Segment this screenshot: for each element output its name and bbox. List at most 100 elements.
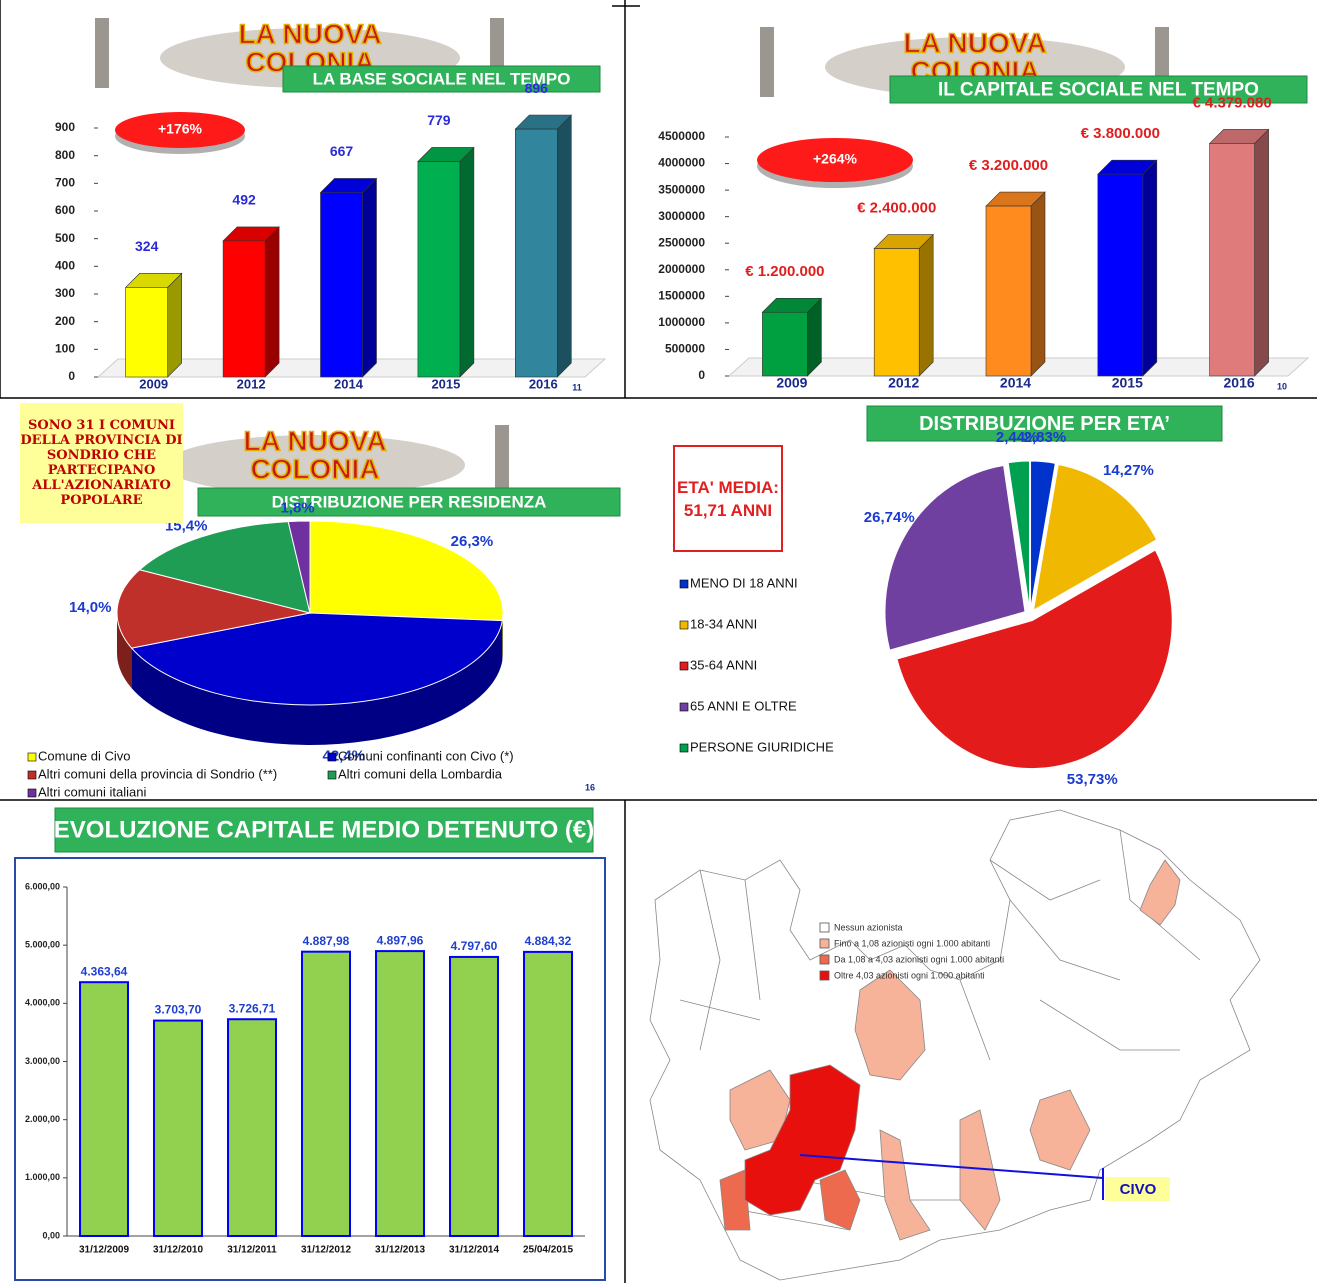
legend-label: 65 ANNI E OLTRE (690, 698, 797, 713)
x-tick-label: 2012 (888, 375, 919, 391)
page-number: 16 (585, 782, 595, 792)
bar (80, 982, 128, 1236)
x-tick-label: 25/04/2015 (523, 1245, 573, 1256)
bar (126, 287, 168, 377)
badge-text: +264% (813, 151, 858, 167)
value-label: € 4.379.080 (1192, 94, 1271, 111)
value-label: € 3.800.000 (1081, 125, 1160, 142)
y-tick-label: 0,00 (42, 1230, 60, 1240)
x-tick-label: 2009 (776, 375, 807, 391)
bar (762, 312, 807, 376)
bar (228, 1019, 276, 1236)
y-tick-label: 2.000,00 (25, 1114, 60, 1124)
badge-text: +176% (158, 121, 203, 137)
y-tick-label: 4000000 (658, 156, 705, 170)
map: CIVO (650, 810, 1260, 1280)
y-tick-label: 700 (55, 176, 75, 190)
y-tick-label: 3500000 (658, 182, 705, 196)
bar (376, 951, 424, 1236)
x-tick-label: 31/12/2011 (227, 1245, 277, 1256)
y-tick-label: 1000000 (658, 315, 705, 329)
chart-title: EVOLUZIONE CAPITALE MEDIO DETENUTO (€) (54, 816, 594, 843)
bar (450, 957, 498, 1236)
legend-swatch (28, 753, 36, 761)
value-label: 4.887,98 (303, 934, 350, 948)
canvas: CIVO LA NUOVACOLONIALA BASE SOCIALE NEL … (0, 0, 1317, 1283)
value-label: € 1.200.000 (745, 263, 824, 280)
page-number: 10 (1277, 381, 1287, 391)
bar (154, 1021, 202, 1236)
map-legend-swatch (820, 939, 829, 948)
x-tick-label: 31/12/2009 (79, 1245, 129, 1256)
y-tick-label: 300 (55, 286, 75, 300)
bar (874, 249, 919, 376)
logo-pillar (495, 425, 509, 495)
map-legend-label: Oltre 4,03 azionisti ogni 1.000 abitanti (834, 970, 985, 980)
x-tick-label: 31/12/2013 (375, 1245, 425, 1256)
legend-label: Altri comuni della provincia di Sondrio … (38, 766, 277, 781)
value-label: 4.797,60 (451, 939, 498, 953)
legend-swatch (680, 662, 688, 670)
y-tick-label: 4500000 (658, 129, 705, 143)
legend-swatch (28, 789, 36, 797)
y-tick-label: 5.000,00 (25, 940, 60, 950)
logo-text: COLONIA (250, 453, 379, 484)
value-label: 492 (232, 192, 256, 208)
bar (1210, 143, 1255, 376)
y-tick-label: 800 (55, 148, 75, 162)
y-tick-label: 0 (698, 368, 705, 382)
value-label: 4.897,96 (377, 933, 424, 947)
legend-swatch (680, 580, 688, 588)
bar-side (1255, 129, 1269, 376)
map-legend-label: Nessun azionista (834, 922, 903, 932)
value-label: € 2.400.000 (857, 200, 936, 217)
legend-label: Comuni confinanti con Civo (*) (338, 748, 514, 763)
residence-note: SONO 31 I COMUNI DELLA PROVINCIA DI SOND… (20, 403, 183, 523)
y-tick-label: 0 (68, 369, 75, 383)
bar-side (557, 115, 571, 377)
value-label: 779 (427, 112, 451, 128)
bar (418, 161, 460, 377)
y-tick-label: 1500000 (658, 289, 705, 303)
legend-label: 18-34 ANNI (690, 616, 757, 631)
value-label: 53,73% (1067, 771, 1118, 788)
map-legend-label: Fino a 1,08 azionisti ogni 1.000 abitant… (834, 938, 990, 948)
map-legend-swatch (820, 971, 829, 980)
x-tick-label: 2015 (431, 376, 460, 391)
value-label: € 3.200.000 (969, 157, 1048, 174)
x-tick-label: 2012 (237, 376, 266, 391)
legend-label: 35-64 ANNI (690, 657, 757, 672)
legend-swatch (328, 771, 336, 779)
y-tick-label: 200 (55, 314, 75, 328)
y-tick-label: 400 (55, 259, 75, 273)
legend-swatch (680, 744, 688, 752)
bar (524, 952, 572, 1236)
legend-swatch (680, 621, 688, 629)
map-legend-label: Da 1,08 a 4,03 azionisti ogni 1.000 abit… (834, 954, 1004, 964)
value-label: 4.363,64 (81, 964, 128, 978)
bar-side (265, 227, 279, 377)
bar-side (919, 235, 933, 376)
y-tick-label: 600 (55, 203, 75, 217)
pie-slice (885, 465, 1025, 650)
map-legend-swatch (820, 923, 829, 932)
bar (1098, 174, 1143, 376)
x-tick-label: 2014 (334, 376, 364, 391)
value-label: 14,0% (69, 599, 112, 616)
value-label: 667 (330, 143, 354, 159)
x-tick-label: 2014 (1000, 375, 1031, 391)
bar-side (460, 147, 474, 377)
age-note: ETA' MEDIA: 51,71 ANNI (673, 445, 783, 552)
logo-text: LA NUOVA (903, 27, 1046, 58)
bar (515, 129, 557, 377)
bar (321, 192, 363, 377)
bar-side (1143, 160, 1157, 376)
page-number: 11 (572, 382, 582, 392)
legend-label: Comune di Civo (38, 748, 131, 763)
x-tick-label: 2016 (1224, 375, 1255, 391)
logo-text: LA NUOVA (238, 18, 381, 49)
bar (986, 206, 1031, 376)
map-legend-swatch (820, 955, 829, 964)
civo-label: CIVO (1120, 1181, 1157, 1198)
bar (223, 241, 265, 377)
